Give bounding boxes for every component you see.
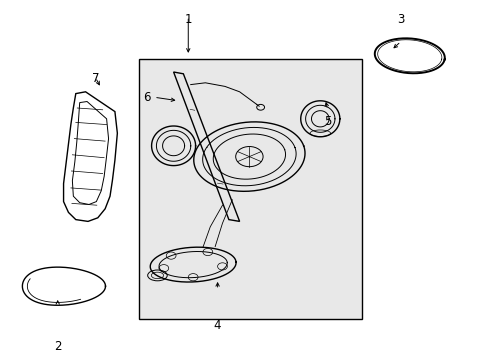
Text: 6: 6 — [142, 91, 150, 104]
Text: 7: 7 — [91, 72, 99, 85]
Text: 1: 1 — [184, 13, 192, 26]
Bar — [139, 59, 361, 319]
Text: 5: 5 — [323, 115, 331, 128]
Text: 2: 2 — [54, 340, 61, 353]
Text: 3: 3 — [396, 13, 404, 26]
Text: 4: 4 — [213, 319, 221, 332]
